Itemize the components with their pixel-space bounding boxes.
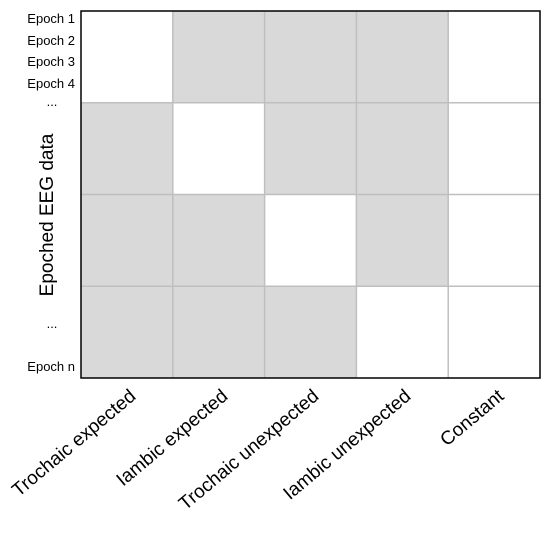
grid-cell-r3-c4: [356, 194, 449, 287]
grid-cell-r3-c1: [81, 194, 173, 287]
row-labels: Epoch 1 Epoch 2 Epoch 3 Epoch 4 ... ... …: [27, 11, 75, 374]
row-label-epoch-1: Epoch 1: [27, 11, 75, 26]
grid-cell-r3-c5: [448, 194, 540, 287]
grid-cell-r3-c2: [172, 194, 265, 287]
grid-cell-r4-c1: [81, 286, 173, 378]
grid-cells: [81, 11, 540, 378]
row-label-epoch-3: Epoch 3: [27, 54, 75, 69]
grid-cell-r1-c3: [264, 11, 357, 103]
row-label-epoch-4: Epoch 4: [27, 76, 75, 91]
grid-cell-r1-c2: [172, 11, 265, 103]
column-label-constant: Constant: [436, 385, 508, 450]
column-labels: Trochaic expected Iambic expected Trocha…: [8, 385, 508, 514]
grid-cell-r2-c1: [81, 102, 173, 195]
row-label-epoch-n: Epoch n: [27, 359, 75, 374]
grid-cell-r1-c1: [81, 11, 173, 103]
row-label-epoch-2: Epoch 2: [27, 33, 75, 48]
grid-border: [80, 10, 541, 379]
grid-cell-r4-c3: [264, 286, 357, 378]
grid-cell-r1-c4: [356, 11, 449, 103]
grid-cell-r4-c4: [356, 286, 449, 378]
row-label-ellipsis-upper: ...: [47, 94, 58, 109]
grid-cell-r4-c2: [172, 286, 265, 378]
grid-cell-r2-c4: [356, 102, 449, 195]
y-axis-title: Epoched EEG data: [37, 133, 58, 296]
row-label-ellipsis-lower: ...: [47, 316, 58, 331]
grid-cell-r2-c2: [172, 102, 265, 195]
grid-cell-r2-c3: [264, 102, 357, 195]
grid-cell-r3-c3: [264, 194, 357, 287]
grid-lines: [81, 11, 540, 378]
grid-cell-r1-c5: [448, 11, 540, 103]
grid-cell-r2-c5: [448, 102, 540, 195]
grid-cell-r4-c5: [448, 286, 540, 378]
